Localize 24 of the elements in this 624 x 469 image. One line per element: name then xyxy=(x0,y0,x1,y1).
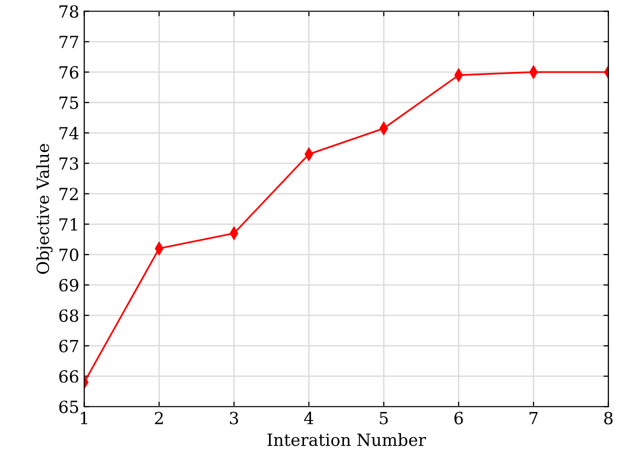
y-tick-label: 72 xyxy=(60,188,78,200)
x-tick-label: 6 xyxy=(454,412,463,424)
x-tick-label: 5 xyxy=(380,412,388,424)
x-tick-label: 4 xyxy=(304,412,314,424)
y-axis-title: Objective Value xyxy=(36,144,53,274)
y-tick-label: 77 xyxy=(60,36,78,48)
y-tick-label: 75 xyxy=(60,96,78,110)
x-axis-title: Interation Number xyxy=(267,433,426,446)
x-tick-label: 3 xyxy=(230,412,238,424)
y-tick-label: 69 xyxy=(59,278,78,292)
y-tick-label: 78 xyxy=(60,5,78,18)
y-tick-label: 70 xyxy=(60,248,78,262)
y-tick-label: 66 xyxy=(59,370,78,383)
x-tick-label: 8 xyxy=(604,412,613,424)
y-tick-label: 68 xyxy=(59,309,78,322)
y-tick-label: 65 xyxy=(59,400,78,414)
x-tick-label: 1 xyxy=(80,412,88,424)
y-tick-label: 73 xyxy=(60,157,78,170)
y-tick-label: 67 xyxy=(59,340,78,352)
y-tick-label: 74 xyxy=(60,126,79,140)
y-tick-label: 71 xyxy=(60,218,78,230)
y-tick-label: 76 xyxy=(60,66,78,79)
x-tick-label: 2 xyxy=(154,412,163,424)
x-tick-label: 7 xyxy=(530,412,538,424)
